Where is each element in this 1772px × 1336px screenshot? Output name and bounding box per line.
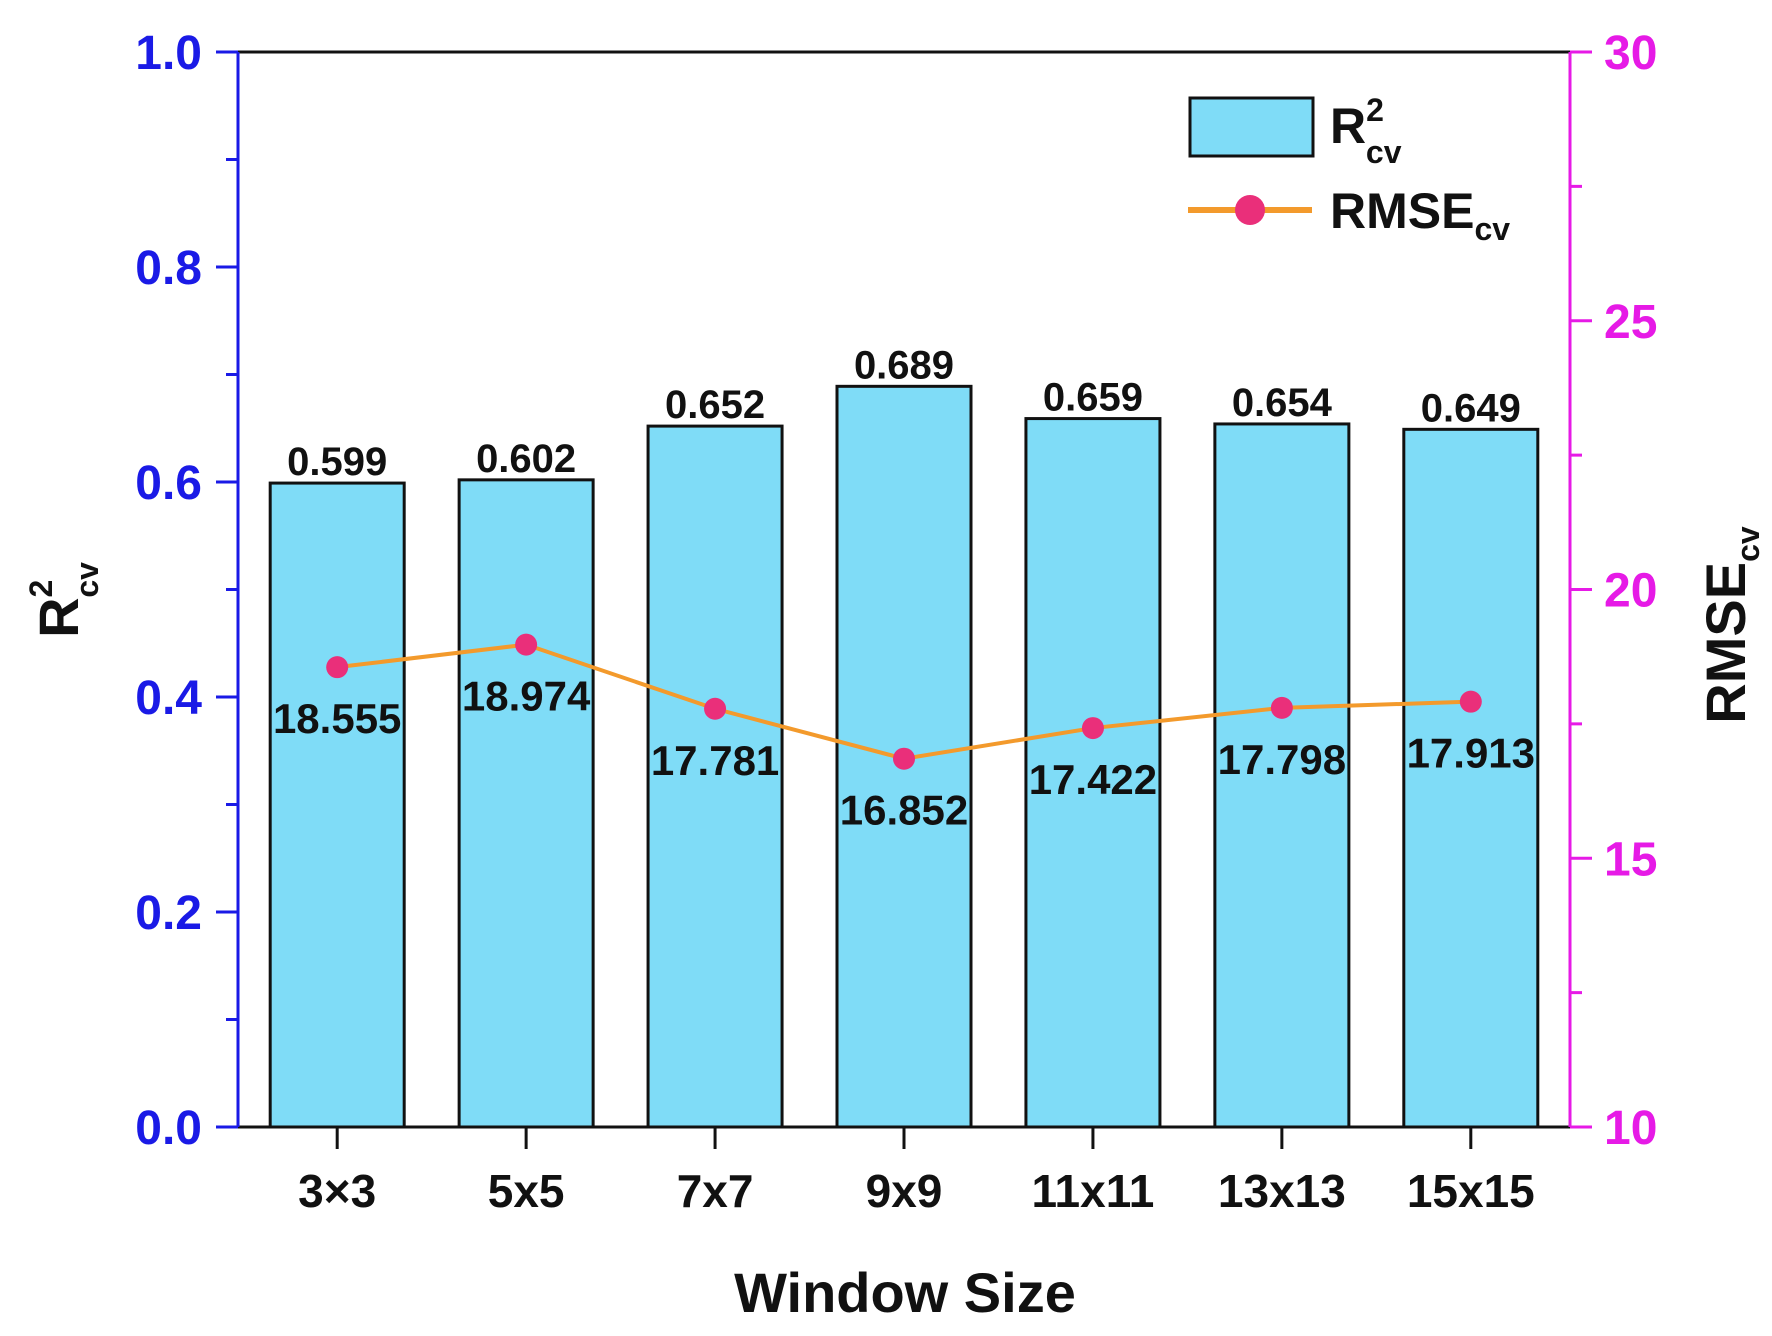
bar-value-label: 0.659 bbox=[1043, 376, 1143, 420]
y-axis-left-title: R2 cv bbox=[23, 562, 105, 638]
x-tick-label: 3×3 bbox=[298, 1165, 376, 1217]
rmse-point bbox=[1270, 696, 1293, 719]
bar bbox=[457, 478, 595, 1129]
svg-text:RMSEcv: RMSEcv bbox=[1694, 526, 1766, 724]
y-right-tick-label: 10 bbox=[1604, 1102, 1657, 1155]
bar-value-label: 0.649 bbox=[1421, 386, 1521, 430]
bar-value-label: 0.652 bbox=[665, 383, 765, 427]
x-tick-label: 11x11 bbox=[1032, 1165, 1155, 1217]
rmse-value-label: 17.422 bbox=[1029, 756, 1157, 803]
rmse-point bbox=[515, 633, 538, 656]
rmse-value-label: 16.852 bbox=[840, 787, 968, 834]
bar-value-label: 0.654 bbox=[1232, 381, 1333, 425]
bar bbox=[1213, 422, 1351, 1129]
bar-value-label: 0.602 bbox=[476, 437, 576, 481]
rmse-point bbox=[893, 747, 915, 770]
tick-labels: 0.0 0.2 0.4 0.6 0.8 1.0 10 15 20 25 30 3×3 5x5 7x7 9x9… bbox=[135, 27, 1657, 1217]
bar bbox=[1024, 417, 1162, 1129]
x-tick-label: 5x5 bbox=[488, 1165, 565, 1217]
bar-value-label: 0.599 bbox=[287, 440, 387, 484]
y-right-tick-label: 25 bbox=[1604, 296, 1657, 349]
y-axis-left-title-sub: cv bbox=[69, 562, 105, 598]
y-axis-right-title-sub: cv bbox=[1730, 526, 1766, 562]
y-left-tick-label: 0.2 bbox=[135, 887, 202, 940]
x-tick-label: 15x15 bbox=[1407, 1165, 1535, 1217]
legend: R2 cv RMSEcv bbox=[1188, 92, 1510, 247]
y-axis-left-title-base: R bbox=[27, 597, 90, 637]
x-tick-label: 9x9 bbox=[866, 1165, 943, 1217]
bar bbox=[646, 424, 784, 1129]
y-left-tick-label: 1.0 bbox=[135, 27, 202, 80]
legend-line-label: RMSEcv bbox=[1330, 183, 1510, 247]
bar-value-label: 0.689 bbox=[854, 343, 954, 387]
x-tick-label: 7x7 bbox=[677, 1165, 754, 1217]
axes bbox=[216, 50, 1592, 1149]
rmse-value-label: 18.974 bbox=[462, 673, 591, 720]
rmse-value-label: 17.781 bbox=[651, 737, 779, 784]
rmse-point bbox=[326, 656, 349, 679]
y-axis-right-title-base: RMSE bbox=[1694, 562, 1757, 724]
plot-area: 0.599 0.602 0.652 0.689 0.659 0.654 0.649 18.55… bbox=[268, 343, 1540, 1129]
legend-line-marker bbox=[1235, 195, 1265, 225]
legend-bar-swatch bbox=[1188, 96, 1315, 158]
y-right-tick-label: 20 bbox=[1604, 565, 1657, 618]
rmse-point bbox=[1081, 717, 1104, 740]
y-axis-right-title: RMSEcv bbox=[1694, 526, 1766, 724]
y-right-tick-label: 30 bbox=[1604, 27, 1657, 80]
legend-bar-label: R2 cv bbox=[1330, 92, 1402, 170]
rmse-point bbox=[704, 697, 727, 720]
y-left-tick-label: 0.0 bbox=[135, 1102, 202, 1155]
rmse-value-label: 17.798 bbox=[1218, 736, 1346, 783]
rmse-point bbox=[1459, 690, 1482, 713]
rmse-value-label: 17.913 bbox=[1407, 730, 1535, 777]
bar bbox=[268, 481, 406, 1129]
y-left-tick-label: 0.8 bbox=[135, 242, 202, 295]
x-axis-title: Window Size bbox=[734, 1261, 1076, 1324]
y-left-tick-label: 0.4 bbox=[135, 672, 202, 725]
x-tick-label: 13x13 bbox=[1218, 1165, 1346, 1217]
bar bbox=[1402, 427, 1540, 1129]
y-right-tick-label: 15 bbox=[1604, 833, 1657, 886]
rmse-value-label: 18.555 bbox=[273, 695, 401, 742]
y-left-tick-label: 0.6 bbox=[135, 457, 202, 510]
y-axis-left-title-sup: 2 bbox=[23, 580, 59, 598]
